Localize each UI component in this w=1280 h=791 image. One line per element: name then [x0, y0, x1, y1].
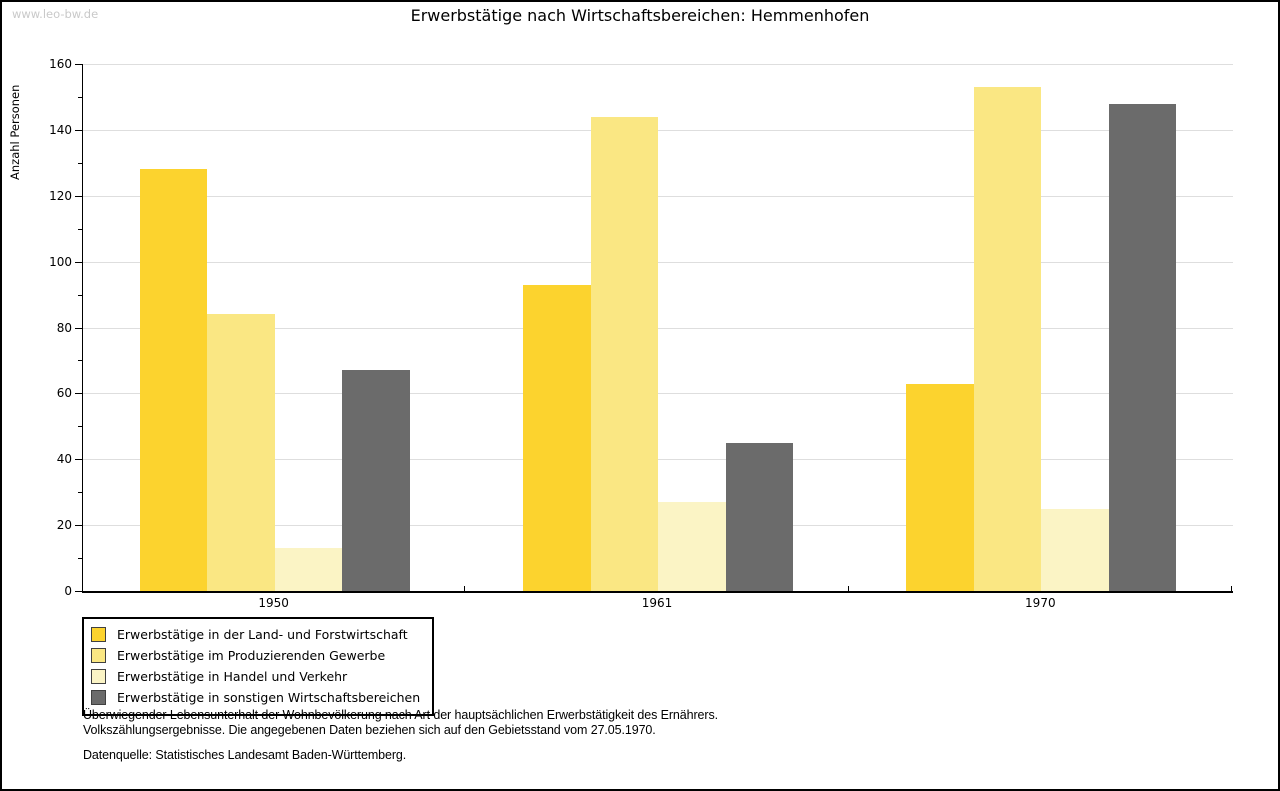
bar	[342, 370, 410, 591]
y-axis-tick	[75, 525, 82, 527]
gridline	[83, 195, 1233, 197]
y-axis-minor-tick	[78, 162, 82, 164]
data-source: Datenquelle: Statistisches Landesamt Bad…	[83, 748, 407, 762]
x-axis-category-label: 1970	[1025, 596, 1056, 610]
y-axis-tick-label: 60	[56, 386, 72, 401]
bar	[139, 169, 208, 591]
bar	[1041, 508, 1109, 591]
x-axis-tick	[847, 586, 849, 591]
gridline	[83, 393, 1233, 395]
y-axis-tick	[75, 459, 82, 461]
y-axis-tick	[75, 327, 82, 329]
legend-label: Erwerbstätige in der Land- und Forstwirt…	[117, 627, 408, 642]
page-title: Erwerbstätige nach Wirtschaftsbereichen:…	[410, 6, 870, 25]
y-axis-tick-label: 140	[49, 122, 72, 137]
y-axis-minor-tick	[78, 360, 82, 362]
legend-label: Erwerbstätige in Handel und Verkehr	[117, 669, 348, 684]
y-axis-minor-tick	[78, 426, 82, 428]
bar	[274, 548, 343, 591]
bar	[906, 383, 974, 591]
y-axis-tick-label: 100	[49, 254, 72, 269]
y-axis-tick	[75, 129, 82, 131]
legend-item: Erwerbstätige in der Land- und Forstwirt…	[91, 624, 420, 645]
y-axis-minor-tick	[78, 294, 82, 296]
legend-swatch	[91, 690, 106, 705]
y-axis-tick-label: 80	[56, 320, 72, 335]
bar	[207, 314, 275, 591]
y-axis-tick-label: 160	[49, 57, 72, 71]
gridline	[83, 261, 1233, 263]
legend-item: Erwerbstätige im Produzierenden Gewerbe	[91, 645, 420, 666]
y-axis-tick-label: 0	[64, 584, 72, 598]
gridline	[83, 64, 1233, 65]
y-axis-tick	[75, 591, 82, 592]
bar	[725, 442, 793, 591]
y-axis-tick-label: 40	[56, 452, 72, 467]
legend-item: Erwerbstätige in Handel und Verkehr	[91, 666, 420, 687]
legend: Erwerbstätige in der Land- und Forstwirt…	[82, 617, 435, 716]
legend-item: Erwerbstätige in sonstigen Wirtschaftsbe…	[91, 687, 420, 708]
footnote-line: Überwiegender Lebensunterhalt der Wohnbe…	[83, 708, 718, 722]
y-axis-minor-tick	[78, 228, 82, 230]
bar	[590, 116, 658, 591]
bar	[658, 502, 726, 591]
footnote-line: Volkszählungsergebnisse. Die angegebenen…	[83, 722, 656, 737]
y-axis-tick-label: 20	[56, 518, 72, 533]
y-axis-minor-tick	[78, 96, 82, 98]
y-axis-tick	[75, 64, 82, 65]
gridline	[83, 327, 1233, 329]
y-axis-tick	[75, 195, 82, 197]
x-axis-category-label: 1961	[641, 596, 673, 610]
legend-label: Erwerbstätige im Produzierenden Gewerbe	[117, 648, 386, 663]
plot-area	[82, 64, 1233, 593]
x-axis-tick	[1231, 586, 1232, 591]
legend-swatch	[91, 669, 106, 684]
bar	[523, 284, 591, 591]
x-axis-tick	[464, 586, 466, 591]
bar	[973, 87, 1042, 591]
legend-swatch	[91, 627, 106, 642]
x-axis-category-label: 1950	[258, 596, 289, 610]
watermark: www.leo-bw.de	[12, 7, 99, 21]
y-axis-tick	[75, 393, 82, 395]
gridline	[83, 459, 1233, 461]
bar	[1108, 103, 1177, 591]
footnote: Überwiegender Lebensunterhalt der Wohnbe…	[83, 708, 718, 737]
legend-label: Erwerbstätige in sonstigen Wirtschaftsbe…	[117, 690, 421, 705]
y-axis-minor-tick	[78, 492, 82, 494]
y-axis-tick-label: 120	[49, 188, 72, 203]
y-axis-tick	[75, 261, 82, 263]
y-axis-minor-tick	[78, 558, 82, 560]
legend-swatch	[91, 648, 106, 663]
gridline	[83, 129, 1233, 131]
